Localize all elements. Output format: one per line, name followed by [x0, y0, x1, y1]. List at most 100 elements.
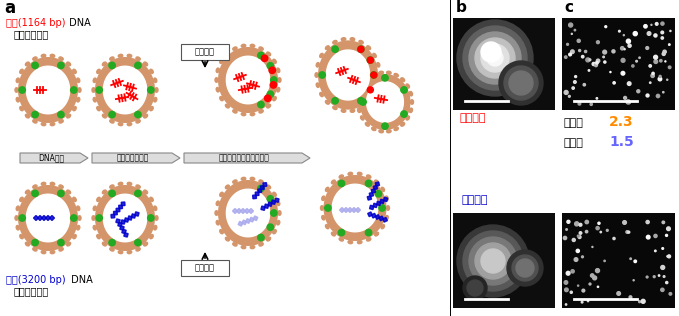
Ellipse shape — [335, 217, 338, 221]
Ellipse shape — [371, 127, 376, 131]
Circle shape — [641, 299, 645, 303]
Ellipse shape — [227, 82, 230, 86]
Ellipse shape — [20, 197, 23, 201]
Ellipse shape — [342, 38, 346, 41]
Polygon shape — [128, 216, 132, 220]
Circle shape — [574, 258, 578, 261]
Ellipse shape — [267, 207, 269, 211]
Ellipse shape — [251, 246, 255, 249]
Polygon shape — [376, 201, 381, 206]
Ellipse shape — [73, 234, 76, 239]
Polygon shape — [369, 192, 373, 197]
Ellipse shape — [251, 112, 255, 116]
Ellipse shape — [29, 227, 32, 231]
Circle shape — [516, 259, 534, 277]
Ellipse shape — [127, 54, 132, 58]
Polygon shape — [371, 189, 375, 193]
Ellipse shape — [401, 97, 403, 101]
Ellipse shape — [25, 242, 29, 246]
Ellipse shape — [104, 92, 107, 96]
Text: DNA: DNA — [66, 18, 91, 28]
Circle shape — [109, 190, 115, 197]
Polygon shape — [368, 212, 372, 217]
Circle shape — [634, 32, 638, 36]
Circle shape — [375, 191, 382, 197]
Circle shape — [646, 276, 648, 278]
Ellipse shape — [378, 118, 381, 121]
Circle shape — [669, 293, 672, 295]
Ellipse shape — [227, 215, 230, 219]
Circle shape — [109, 111, 115, 118]
Ellipse shape — [20, 69, 23, 73]
Polygon shape — [264, 204, 269, 208]
Bar — [562, 213, 675, 308]
Ellipse shape — [394, 86, 398, 89]
Ellipse shape — [16, 78, 19, 82]
Polygon shape — [122, 202, 125, 206]
Ellipse shape — [259, 61, 263, 64]
Ellipse shape — [150, 197, 153, 201]
Circle shape — [267, 224, 274, 230]
Ellipse shape — [127, 123, 132, 126]
Circle shape — [566, 229, 568, 230]
Text: c: c — [564, 0, 573, 15]
Circle shape — [667, 79, 668, 80]
Ellipse shape — [325, 187, 329, 191]
Text: 増加率: 増加率 — [564, 138, 584, 148]
Ellipse shape — [78, 88, 81, 92]
Circle shape — [594, 64, 598, 67]
Ellipse shape — [276, 221, 280, 225]
Circle shape — [367, 87, 373, 93]
Ellipse shape — [316, 83, 319, 88]
Polygon shape — [246, 219, 251, 223]
Circle shape — [258, 52, 264, 59]
Ellipse shape — [110, 185, 114, 188]
Circle shape — [481, 42, 501, 62]
Ellipse shape — [46, 66, 50, 69]
Ellipse shape — [15, 216, 18, 220]
Ellipse shape — [241, 112, 246, 116]
Ellipse shape — [367, 69, 369, 73]
Circle shape — [365, 229, 371, 236]
Ellipse shape — [111, 106, 114, 109]
Circle shape — [401, 111, 407, 117]
Ellipse shape — [401, 78, 405, 82]
Polygon shape — [226, 56, 270, 104]
Circle shape — [658, 77, 662, 81]
Ellipse shape — [118, 182, 123, 185]
Ellipse shape — [103, 242, 107, 246]
Ellipse shape — [136, 57, 141, 60]
Text: 養分添加: 養分添加 — [195, 264, 215, 272]
Ellipse shape — [33, 106, 37, 109]
Polygon shape — [263, 183, 267, 186]
Ellipse shape — [359, 40, 363, 44]
Bar — [453, 18, 555, 110]
Ellipse shape — [39, 238, 43, 240]
Ellipse shape — [386, 206, 390, 210]
Circle shape — [19, 215, 25, 221]
Circle shape — [270, 82, 276, 88]
Ellipse shape — [59, 71, 62, 75]
Ellipse shape — [365, 123, 369, 126]
Polygon shape — [18, 185, 78, 251]
Polygon shape — [352, 208, 356, 212]
Circle shape — [382, 75, 388, 81]
Ellipse shape — [16, 226, 19, 230]
Circle shape — [109, 62, 115, 69]
Ellipse shape — [33, 199, 37, 203]
Ellipse shape — [381, 225, 384, 229]
Ellipse shape — [373, 86, 376, 89]
Bar — [562, 18, 675, 110]
Ellipse shape — [411, 100, 414, 104]
Circle shape — [586, 58, 590, 62]
Ellipse shape — [333, 40, 337, 44]
Circle shape — [147, 87, 154, 93]
Circle shape — [258, 234, 264, 241]
Ellipse shape — [335, 195, 338, 199]
Ellipse shape — [73, 106, 76, 111]
Circle shape — [661, 37, 663, 39]
Ellipse shape — [41, 54, 45, 58]
Polygon shape — [33, 216, 39, 221]
Ellipse shape — [333, 106, 337, 110]
Polygon shape — [318, 40, 378, 110]
